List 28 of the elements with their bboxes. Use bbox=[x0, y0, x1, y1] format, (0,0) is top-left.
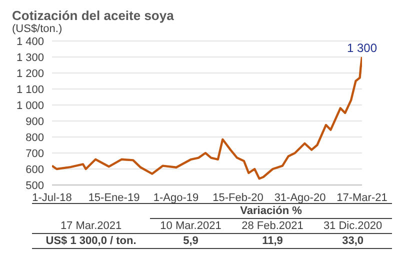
y-tick-label: 1 000 bbox=[16, 100, 44, 112]
chart-title: Cotización del aceite soya bbox=[12, 8, 175, 23]
text: 11,9 bbox=[261, 234, 284, 248]
y-tick-label: 1 300 bbox=[16, 52, 44, 64]
y-tick-label: 500 bbox=[26, 180, 44, 192]
text: 17 Mar.2021 bbox=[32, 218, 150, 234]
text: 33,0 bbox=[341, 234, 365, 248]
x-tick-label: 31-Ago-20 bbox=[274, 192, 326, 204]
x-tick-label: 17-Mar-21 bbox=[336, 192, 388, 204]
chart-subtitle: (US$/ton.) bbox=[12, 23, 64, 35]
x-tick-label: 15-Feb-20 bbox=[212, 192, 264, 204]
annotation: 1 300 bbox=[346, 41, 378, 55]
text: 31 Dic.2020 bbox=[314, 218, 392, 234]
y-tick-label: 1 400 bbox=[16, 36, 44, 48]
y-tick-label: 1 200 bbox=[16, 68, 44, 80]
y-tick-label: 700 bbox=[26, 148, 44, 160]
x-tick-label: 1-Jul-18 bbox=[32, 192, 72, 204]
text: 28 Feb.2021 bbox=[231, 218, 314, 234]
text: 10 Mar.2021 bbox=[150, 218, 232, 234]
text: US$ 1 300,0 / ton. bbox=[44, 234, 138, 248]
y-tick-label: 800 bbox=[26, 132, 44, 144]
y-tick-label: 600 bbox=[26, 164, 44, 176]
x-tick-label: 15-Ene-19 bbox=[88, 192, 140, 204]
text: Variación % bbox=[150, 204, 392, 218]
y-tick-label: 1 100 bbox=[16, 84, 44, 96]
x-tick-label: 1-Ago-19 bbox=[153, 192, 199, 204]
y-tick-label: 900 bbox=[26, 116, 44, 128]
text: 5,9 bbox=[182, 234, 200, 248]
